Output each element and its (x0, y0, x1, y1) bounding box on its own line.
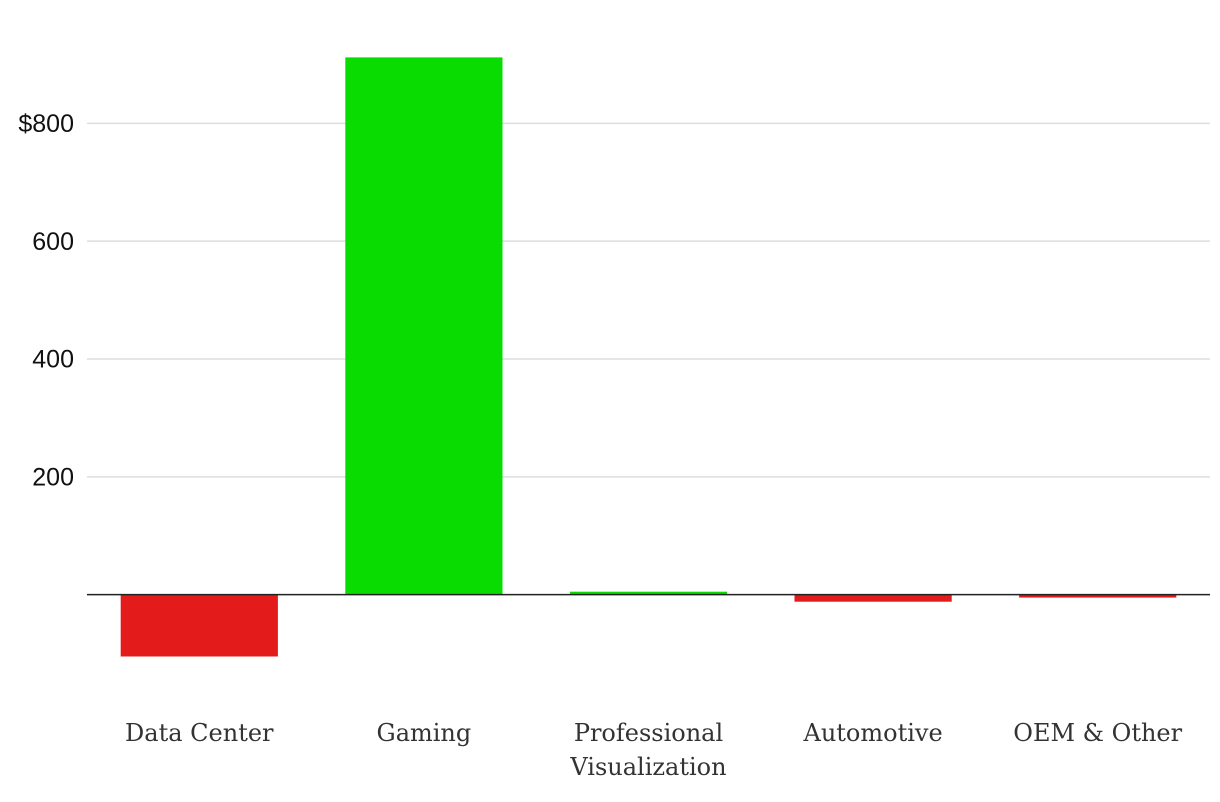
y-tick-label: $800 (18, 110, 74, 138)
y-tick-label: 200 (32, 463, 74, 491)
bar (569, 591, 728, 595)
x-tick-label: Data Center (125, 719, 274, 747)
bar (120, 594, 278, 657)
y-tick-label: 400 (32, 346, 74, 374)
bar (794, 594, 952, 602)
x-tick-label: Gaming (376, 719, 472, 747)
bar (345, 57, 503, 595)
y-tick-label: 600 (32, 228, 74, 256)
x-tick-label: OEM & Other (1013, 719, 1183, 747)
x-tick-label: Professional Visualization (570, 719, 727, 781)
bar (1019, 594, 1177, 598)
x-tick-label: Automotive (803, 719, 943, 747)
